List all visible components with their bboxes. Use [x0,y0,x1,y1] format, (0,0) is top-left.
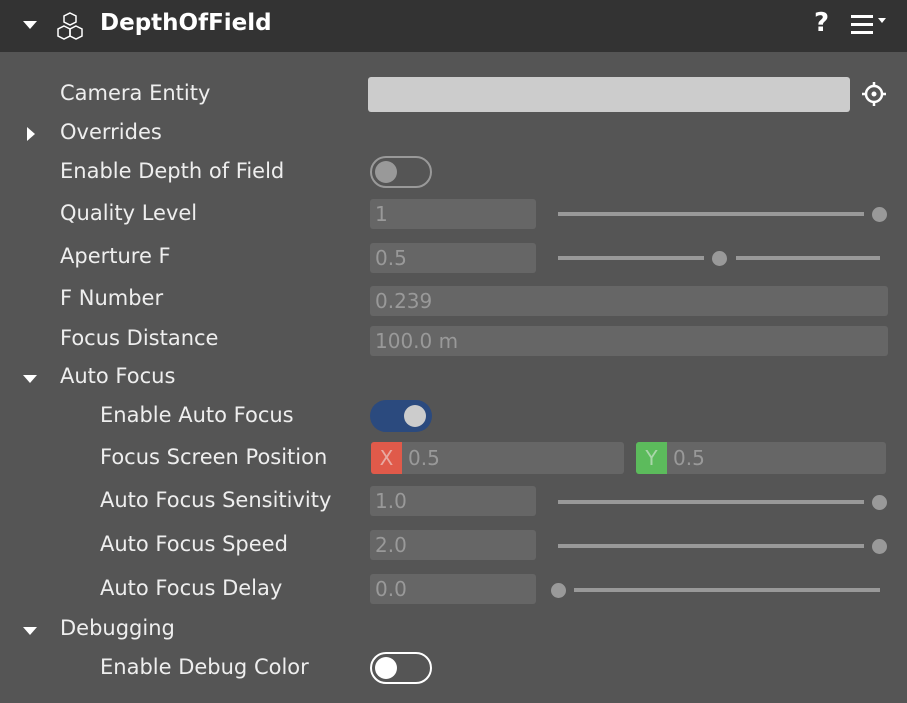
quality-level-label: Quality Level [60,201,198,225]
af-delay-input[interactable]: 0.0 [370,574,536,604]
collapse-icon[interactable] [23,21,37,29]
focus-screen-position-label: Focus Screen Position [100,445,328,469]
focus-distance-input[interactable]: 100.0 m [370,326,888,356]
enable-debug-color-label: Enable Debug Color [100,655,309,679]
af-sensitivity-slider[interactable] [555,492,887,512]
focus-y-value: 0.5 [673,446,705,470]
enable-debug-color-toggle[interactable] [370,652,432,684]
camera-entity-label: Camera Entity [60,81,211,105]
quality-level-slider[interactable] [555,204,887,224]
aperture-f-label: Aperture F [60,244,171,268]
af-delay-slider[interactable] [551,580,885,600]
enable-dof-label: Enable Depth of Field [60,159,285,183]
af-speed-label: Auto Focus Speed [100,532,288,556]
quality-level-input[interactable]: 1 [370,199,536,229]
aperture-f-input[interactable]: 0.5 [370,243,536,273]
af-sensitivity-input[interactable]: 1.0 [370,486,536,516]
collapse-icon[interactable] [23,375,37,383]
f-number-input[interactable]: 0.239 [370,286,888,316]
af-speed-slider[interactable] [555,536,887,556]
overrides-label[interactable]: Overrides [60,120,162,144]
focus-y-input[interactable]: Y 0.5 [636,442,886,474]
y-axis-badge: Y [636,442,667,474]
x-axis-badge: X [371,442,402,474]
f-number-label: F Number [60,286,164,310]
component-title: DepthOfField [100,10,272,36]
aperture-f-slider[interactable] [555,248,885,268]
enable-auto-focus-label: Enable Auto Focus [100,403,294,427]
auto-focus-group-label[interactable]: Auto Focus [60,364,176,388]
camera-entity-field[interactable] [368,77,850,112]
expand-icon[interactable] [27,127,35,141]
collapse-icon[interactable] [23,627,37,635]
cubes-icon [57,12,83,40]
focus-x-value: 0.5 [408,446,440,470]
af-speed-input[interactable]: 2.0 [370,530,536,560]
focus-x-input[interactable]: X 0.5 [371,442,624,474]
debugging-group-label[interactable]: Debugging [60,616,175,640]
af-sensitivity-label: Auto Focus Sensitivity [100,488,332,512]
enable-auto-focus-toggle[interactable] [370,400,432,432]
focus-distance-label: Focus Distance [60,326,219,350]
component-header: DepthOfField ? [0,0,907,52]
entity-picker-icon[interactable] [861,81,887,107]
help-icon[interactable]: ? [814,8,830,38]
enable-dof-toggle[interactable] [370,156,432,188]
hamburger-menu-icon[interactable] [851,15,886,34]
af-delay-label: Auto Focus Delay [100,576,283,600]
